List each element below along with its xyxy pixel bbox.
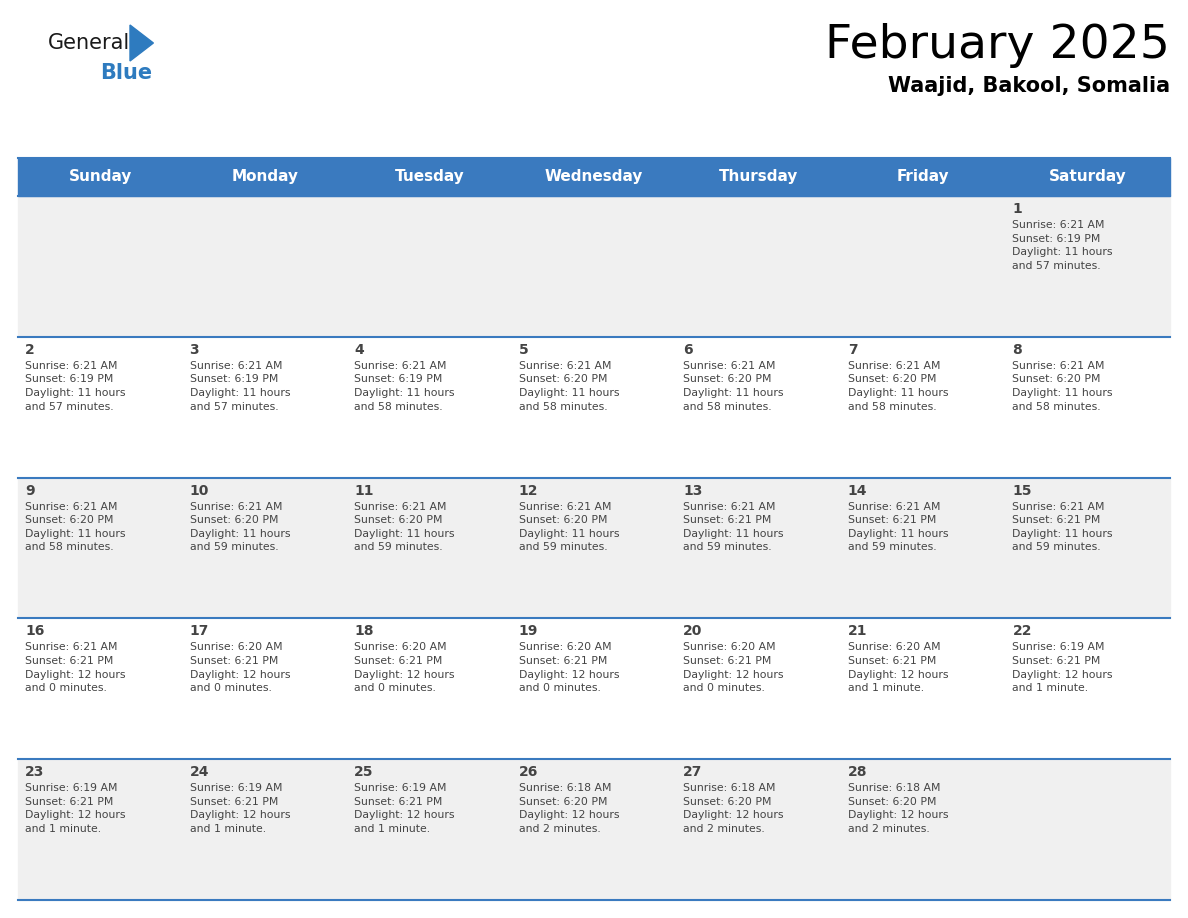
Text: Sunday: Sunday	[69, 170, 132, 185]
Bar	[18, 619, 1170, 759]
Text: 4: 4	[354, 342, 364, 357]
Text: 6: 6	[683, 342, 693, 357]
Text: Sunrise: 6:21 AM
Sunset: 6:19 PM
Daylight: 11 hours
and 57 minutes.: Sunrise: 6:21 AM Sunset: 6:19 PM Dayligh…	[1012, 220, 1113, 271]
Text: 3: 3	[190, 342, 200, 357]
Text: Sunrise: 6:21 AM
Sunset: 6:20 PM
Daylight: 11 hours
and 58 minutes.: Sunrise: 6:21 AM Sunset: 6:20 PM Dayligh…	[519, 361, 619, 411]
Bar	[18, 196, 1170, 337]
Text: 7: 7	[848, 342, 858, 357]
Text: 2: 2	[25, 342, 34, 357]
Text: Sunrise: 6:20 AM
Sunset: 6:21 PM
Daylight: 12 hours
and 0 minutes.: Sunrise: 6:20 AM Sunset: 6:21 PM Dayligh…	[683, 643, 784, 693]
Text: Sunrise: 6:19 AM
Sunset: 6:21 PM
Daylight: 12 hours
and 1 minute.: Sunrise: 6:19 AM Sunset: 6:21 PM Dayligh…	[354, 783, 455, 834]
Text: Sunrise: 6:20 AM
Sunset: 6:21 PM
Daylight: 12 hours
and 0 minutes.: Sunrise: 6:20 AM Sunset: 6:21 PM Dayligh…	[354, 643, 455, 693]
Text: Thursday: Thursday	[719, 170, 798, 185]
Text: Sunrise: 6:21 AM
Sunset: 6:20 PM
Daylight: 11 hours
and 58 minutes.: Sunrise: 6:21 AM Sunset: 6:20 PM Dayligh…	[848, 361, 948, 411]
Text: 8: 8	[1012, 342, 1022, 357]
Text: Sunrise: 6:21 AM
Sunset: 6:20 PM
Daylight: 11 hours
and 59 minutes.: Sunrise: 6:21 AM Sunset: 6:20 PM Dayligh…	[519, 501, 619, 553]
Text: Sunrise: 6:21 AM
Sunset: 6:20 PM
Daylight: 11 hours
and 58 minutes.: Sunrise: 6:21 AM Sunset: 6:20 PM Dayligh…	[1012, 361, 1113, 411]
Text: Saturday: Saturday	[1049, 170, 1126, 185]
Text: Sunrise: 6:19 AM
Sunset: 6:21 PM
Daylight: 12 hours
and 1 minute.: Sunrise: 6:19 AM Sunset: 6:21 PM Dayligh…	[190, 783, 290, 834]
Text: 13: 13	[683, 484, 702, 498]
Text: Tuesday: Tuesday	[394, 170, 465, 185]
Text: 24: 24	[190, 766, 209, 779]
Text: Sunrise: 6:21 AM
Sunset: 6:21 PM
Daylight: 11 hours
and 59 minutes.: Sunrise: 6:21 AM Sunset: 6:21 PM Dayligh…	[683, 501, 784, 553]
Text: 11: 11	[354, 484, 374, 498]
Polygon shape	[129, 25, 153, 61]
Text: Sunrise: 6:21 AM
Sunset: 6:20 PM
Daylight: 11 hours
and 59 minutes.: Sunrise: 6:21 AM Sunset: 6:20 PM Dayligh…	[354, 501, 455, 553]
Text: Sunrise: 6:21 AM
Sunset: 6:21 PM
Daylight: 12 hours
and 0 minutes.: Sunrise: 6:21 AM Sunset: 6:21 PM Dayligh…	[25, 643, 126, 693]
Text: February 2025: February 2025	[826, 23, 1170, 68]
Bar	[18, 759, 1170, 900]
Text: 14: 14	[848, 484, 867, 498]
Text: Wednesday: Wednesday	[545, 170, 643, 185]
Text: Sunrise: 6:18 AM
Sunset: 6:20 PM
Daylight: 12 hours
and 2 minutes.: Sunrise: 6:18 AM Sunset: 6:20 PM Dayligh…	[519, 783, 619, 834]
Text: 26: 26	[519, 766, 538, 779]
Text: 27: 27	[683, 766, 702, 779]
Text: 9: 9	[25, 484, 34, 498]
Text: Monday: Monday	[232, 170, 298, 185]
Text: Sunrise: 6:20 AM
Sunset: 6:21 PM
Daylight: 12 hours
and 0 minutes.: Sunrise: 6:20 AM Sunset: 6:21 PM Dayligh…	[190, 643, 290, 693]
Text: Sunrise: 6:21 AM
Sunset: 6:20 PM
Daylight: 11 hours
and 58 minutes.: Sunrise: 6:21 AM Sunset: 6:20 PM Dayligh…	[683, 361, 784, 411]
Text: 16: 16	[25, 624, 44, 638]
Text: 5: 5	[519, 342, 529, 357]
Text: 18: 18	[354, 624, 374, 638]
Bar	[18, 158, 1170, 196]
Text: Sunrise: 6:21 AM
Sunset: 6:21 PM
Daylight: 11 hours
and 59 minutes.: Sunrise: 6:21 AM Sunset: 6:21 PM Dayligh…	[1012, 501, 1113, 553]
Text: Sunrise: 6:21 AM
Sunset: 6:19 PM
Daylight: 11 hours
and 57 minutes.: Sunrise: 6:21 AM Sunset: 6:19 PM Dayligh…	[25, 361, 126, 411]
Text: 20: 20	[683, 624, 702, 638]
Text: Sunrise: 6:18 AM
Sunset: 6:20 PM
Daylight: 12 hours
and 2 minutes.: Sunrise: 6:18 AM Sunset: 6:20 PM Dayligh…	[683, 783, 784, 834]
Text: Sunrise: 6:21 AM
Sunset: 6:19 PM
Daylight: 11 hours
and 58 minutes.: Sunrise: 6:21 AM Sunset: 6:19 PM Dayligh…	[354, 361, 455, 411]
Text: 1: 1	[1012, 202, 1022, 216]
Text: Waajid, Bakool, Somalia: Waajid, Bakool, Somalia	[887, 76, 1170, 96]
Text: General: General	[48, 33, 131, 53]
Text: Sunrise: 6:21 AM
Sunset: 6:21 PM
Daylight: 11 hours
and 59 minutes.: Sunrise: 6:21 AM Sunset: 6:21 PM Dayligh…	[848, 501, 948, 553]
Text: 10: 10	[190, 484, 209, 498]
Text: 19: 19	[519, 624, 538, 638]
Bar	[18, 477, 1170, 619]
Text: Sunrise: 6:21 AM
Sunset: 6:20 PM
Daylight: 11 hours
and 58 minutes.: Sunrise: 6:21 AM Sunset: 6:20 PM Dayligh…	[25, 501, 126, 553]
Text: Sunrise: 6:18 AM
Sunset: 6:20 PM
Daylight: 12 hours
and 2 minutes.: Sunrise: 6:18 AM Sunset: 6:20 PM Dayligh…	[848, 783, 948, 834]
Text: 15: 15	[1012, 484, 1032, 498]
Text: Sunrise: 6:19 AM
Sunset: 6:21 PM
Daylight: 12 hours
and 1 minute.: Sunrise: 6:19 AM Sunset: 6:21 PM Dayligh…	[1012, 643, 1113, 693]
Text: 12: 12	[519, 484, 538, 498]
Text: 21: 21	[848, 624, 867, 638]
Text: 22: 22	[1012, 624, 1032, 638]
Text: Sunrise: 6:21 AM
Sunset: 6:20 PM
Daylight: 11 hours
and 59 minutes.: Sunrise: 6:21 AM Sunset: 6:20 PM Dayligh…	[190, 501, 290, 553]
Text: 25: 25	[354, 766, 374, 779]
Text: 28: 28	[848, 766, 867, 779]
Text: Sunrise: 6:19 AM
Sunset: 6:21 PM
Daylight: 12 hours
and 1 minute.: Sunrise: 6:19 AM Sunset: 6:21 PM Dayligh…	[25, 783, 126, 834]
Bar	[18, 337, 1170, 477]
Text: Friday: Friday	[897, 170, 949, 185]
Text: Sunrise: 6:21 AM
Sunset: 6:19 PM
Daylight: 11 hours
and 57 minutes.: Sunrise: 6:21 AM Sunset: 6:19 PM Dayligh…	[190, 361, 290, 411]
Text: Sunrise: 6:20 AM
Sunset: 6:21 PM
Daylight: 12 hours
and 1 minute.: Sunrise: 6:20 AM Sunset: 6:21 PM Dayligh…	[848, 643, 948, 693]
Text: 23: 23	[25, 766, 44, 779]
Text: Blue: Blue	[100, 63, 152, 83]
Text: Sunrise: 6:20 AM
Sunset: 6:21 PM
Daylight: 12 hours
and 0 minutes.: Sunrise: 6:20 AM Sunset: 6:21 PM Dayligh…	[519, 643, 619, 693]
Text: 17: 17	[190, 624, 209, 638]
